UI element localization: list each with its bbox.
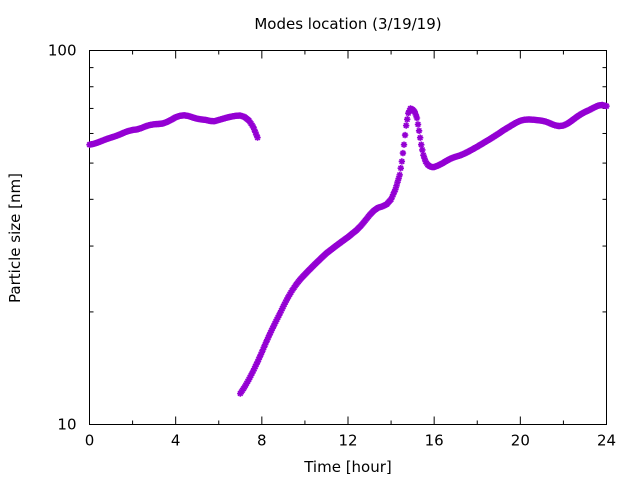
data-point bbox=[398, 158, 406, 165]
data-point bbox=[391, 188, 398, 196]
data-point bbox=[256, 353, 263, 361]
x-axis: 0 4 8 12 16 20 24 bbox=[85, 50, 616, 450]
data-point bbox=[411, 108, 418, 116]
data-point bbox=[395, 175, 402, 182]
data-point bbox=[402, 122, 410, 129]
y-tick-label: 100 bbox=[48, 42, 77, 60]
data-point bbox=[264, 336, 271, 344]
data-point bbox=[405, 109, 412, 117]
y-axis-label: Particle size [nm] bbox=[6, 173, 24, 303]
data-point bbox=[252, 129, 259, 136]
data-point bbox=[254, 358, 261, 366]
data-point bbox=[265, 334, 272, 341]
data-point bbox=[269, 324, 276, 332]
y-axis: 10 100 bbox=[48, 42, 607, 434]
data-points bbox=[86, 101, 610, 397]
data-point bbox=[404, 116, 411, 123]
data-point bbox=[260, 344, 268, 351]
x-tick-label: 0 bbox=[85, 432, 95, 450]
data-point bbox=[252, 363, 259, 370]
data-point bbox=[412, 111, 420, 119]
data-point bbox=[400, 141, 408, 148]
x-tick-label: 4 bbox=[171, 432, 181, 450]
data-point bbox=[418, 141, 425, 148]
data-point bbox=[262, 338, 270, 346]
data-point bbox=[420, 151, 427, 159]
x-tick-label: 8 bbox=[257, 432, 267, 450]
data-point bbox=[394, 178, 401, 186]
data-point bbox=[250, 367, 257, 375]
data-point bbox=[396, 171, 403, 179]
data-point bbox=[399, 149, 407, 157]
data-point bbox=[253, 131, 260, 139]
chart-title: Modes location (3/19/19) bbox=[254, 15, 441, 33]
data-point bbox=[421, 155, 428, 162]
data-point bbox=[416, 134, 424, 141]
data-point bbox=[258, 349, 266, 356]
data-point bbox=[253, 360, 260, 368]
data-point bbox=[415, 127, 423, 134]
data-point bbox=[257, 351, 264, 358]
data-point bbox=[266, 331, 273, 339]
data-point bbox=[603, 102, 610, 110]
y-tick-label: 10 bbox=[57, 416, 76, 434]
data-point bbox=[275, 311, 283, 319]
data-point bbox=[251, 365, 258, 372]
data-point bbox=[387, 196, 395, 203]
x-tick-label: 20 bbox=[511, 432, 530, 450]
x-tick-label: 12 bbox=[338, 432, 357, 450]
data-point bbox=[401, 131, 409, 139]
data-point bbox=[276, 309, 284, 317]
data-point bbox=[390, 191, 397, 198]
data-point bbox=[268, 327, 275, 334]
data-point bbox=[255, 356, 262, 363]
data-point bbox=[414, 121, 422, 128]
x-tick-label: 24 bbox=[597, 432, 616, 450]
x-axis-label: Time [hour] bbox=[303, 458, 392, 476]
x-tick-label: 16 bbox=[425, 432, 444, 450]
data-point bbox=[393, 182, 400, 190]
data-point bbox=[254, 134, 261, 141]
data-point bbox=[251, 126, 258, 133]
data-point bbox=[261, 341, 269, 348]
data-point bbox=[267, 329, 274, 336]
data-point bbox=[259, 346, 267, 353]
data-point bbox=[278, 307, 285, 314]
data-point bbox=[392, 186, 399, 193]
data-point bbox=[388, 193, 396, 201]
data-point bbox=[419, 146, 426, 154]
data-point bbox=[270, 322, 277, 330]
data-point bbox=[397, 164, 404, 172]
data-point bbox=[279, 305, 286, 312]
data-point bbox=[250, 123, 257, 131]
data-point bbox=[413, 114, 421, 122]
